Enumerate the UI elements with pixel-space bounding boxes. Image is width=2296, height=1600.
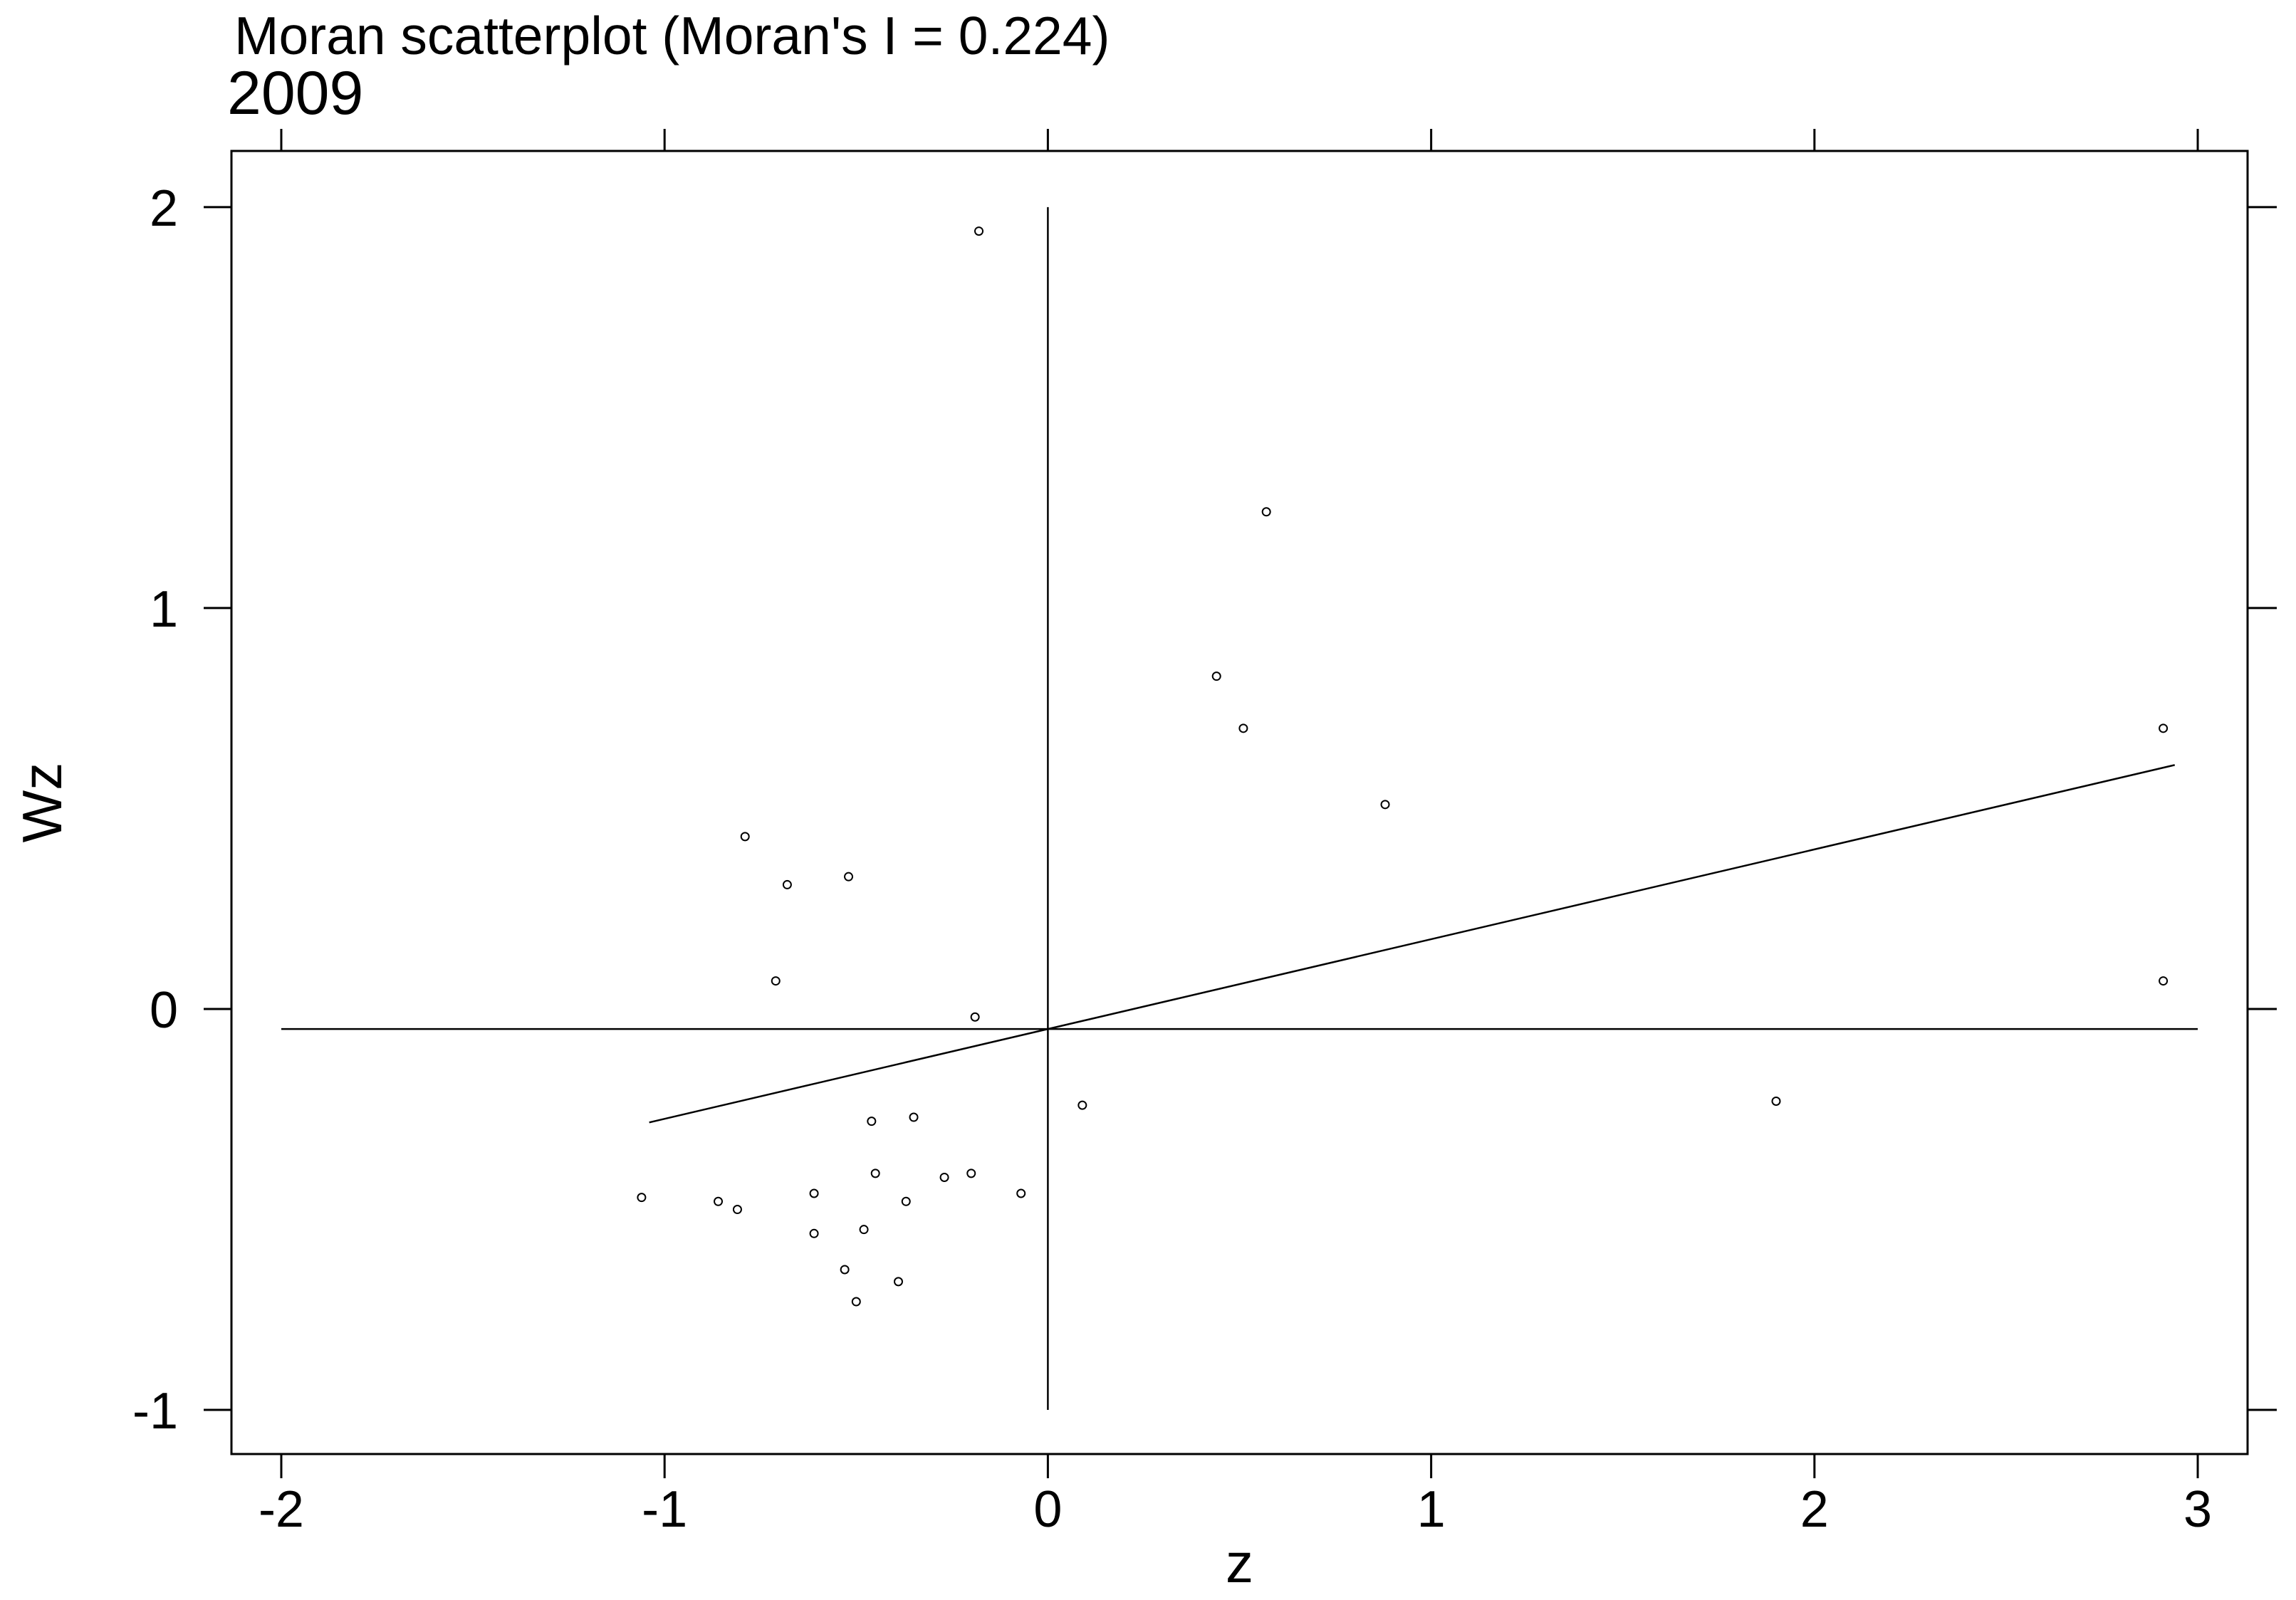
y-tick-label: 0 (150, 982, 178, 1039)
x-tick-label: 0 (1033, 1481, 1062, 1538)
data-point (1077, 1100, 1087, 1110)
data-point (1016, 1188, 1026, 1198)
x-tick-label: 3 (2183, 1481, 2212, 1538)
data-point (782, 879, 792, 889)
y-tick-label: 1 (150, 581, 178, 638)
x-tick-label: 1 (1417, 1481, 1446, 1538)
y-tick-label: 2 (150, 180, 178, 237)
data-point (1238, 723, 1248, 733)
data-point (870, 1168, 880, 1178)
y-axis-label: Wz (11, 763, 73, 843)
data-point (809, 1228, 819, 1238)
data-point (851, 1297, 861, 1307)
data-point (1211, 671, 1221, 681)
data-point (771, 976, 781, 986)
data-point (1261, 507, 1271, 517)
chart-subtitle: 2009 (227, 59, 363, 127)
y-tick-marks (204, 206, 2277, 1411)
data-point (1771, 1096, 1781, 1106)
y-tick-labels: -1 0 1 2 (132, 180, 178, 1440)
chart-title: Moran scatterplot (Moran's I = 0.224) (234, 6, 1110, 66)
data-point (893, 1277, 903, 1287)
data-point (840, 1265, 850, 1275)
x-axis-label: z (1226, 1532, 1253, 1594)
x-tick-label: -1 (642, 1481, 687, 1538)
plot-frame (230, 150, 2249, 1455)
data-point (714, 1196, 724, 1206)
data-point (2159, 723, 2169, 733)
data-point (901, 1196, 911, 1206)
data-point (909, 1112, 919, 1122)
data-point (1380, 800, 1390, 810)
data-point (966, 1168, 976, 1178)
points-layer (637, 226, 2169, 1307)
data-point (867, 1117, 877, 1126)
data-point (809, 1188, 819, 1198)
data-point (732, 1205, 742, 1215)
x-tick-label: -2 (259, 1481, 304, 1538)
data-point (740, 832, 750, 842)
data-point (859, 1225, 869, 1235)
data-point (2159, 976, 2169, 986)
data-point (939, 1172, 949, 1182)
x-tick-label: 2 (1800, 1481, 1829, 1538)
data-point (974, 226, 984, 236)
data-point (970, 1012, 980, 1022)
y-tick-label: -1 (132, 1383, 178, 1440)
x-tick-marks (280, 129, 2199, 1478)
regression-line (649, 764, 2176, 1124)
data-point (637, 1193, 647, 1203)
data-point (844, 872, 854, 882)
x-tick-labels: -2 -1 0 1 2 3 (259, 1481, 2212, 1538)
